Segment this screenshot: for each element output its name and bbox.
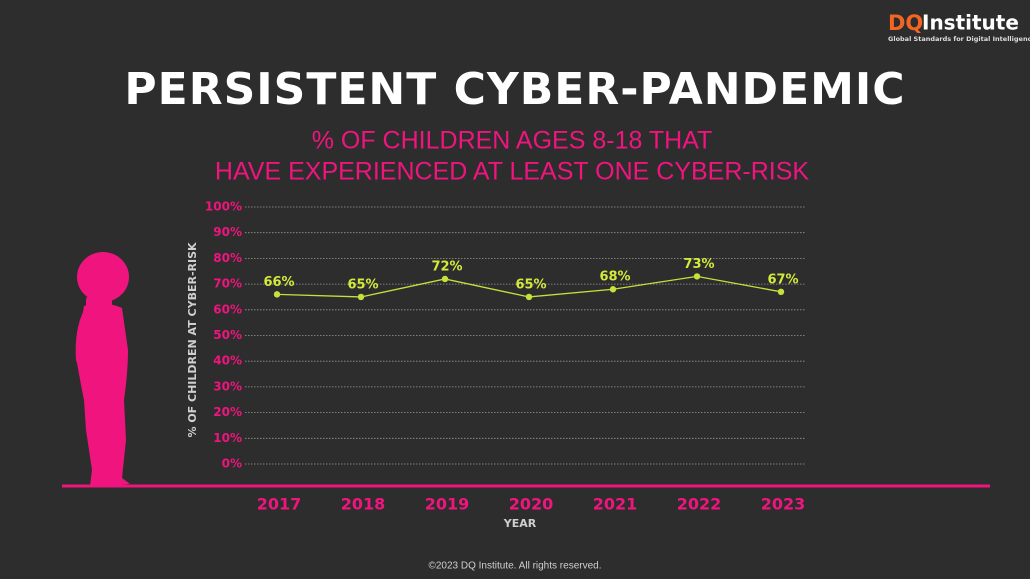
x-tick-label: 2018 (341, 495, 386, 514)
data-label: 72% (431, 259, 462, 274)
chart-title: PERSISTENT CYBER-PANDEMIC (124, 64, 905, 115)
data-point (693, 273, 701, 280)
data-label: 67% (767, 272, 798, 287)
logo-mark: DQ (888, 11, 923, 35)
y-tick-label: 50% (213, 328, 242, 342)
data-label: 66% (263, 275, 294, 290)
data-point (273, 291, 281, 298)
child-silhouette (75, 252, 130, 486)
x-tick-label: 2023 (761, 495, 806, 514)
y-tick-label: 30% (213, 379, 242, 393)
data-point (441, 275, 449, 283)
data-label: 73% (683, 257, 714, 272)
data-label: 68% (599, 270, 630, 285)
data-point (525, 293, 533, 301)
logo: DQ Institute Global Standards for Digita… (888, 11, 1030, 44)
chart-subtitle: % OF CHILDREN AGES 8-18 THAT (312, 127, 713, 155)
y-tick-label: 100% (205, 200, 242, 214)
y-tick-label: 10% (213, 431, 242, 445)
data-point (609, 286, 617, 293)
data-point (777, 288, 785, 296)
y-tick-label: 80% (213, 251, 242, 265)
y-tick-label: 20% (213, 405, 242, 419)
y-tick-label: 0% (222, 457, 242, 471)
data-label: 65% (347, 277, 378, 292)
x-tick-label: 2022 (677, 495, 722, 514)
y-tick-label: 40% (213, 354, 242, 368)
y-tick-label: 90% (213, 225, 242, 239)
x-tick-label: 2017 (257, 495, 302, 514)
footer: ©2023 DQ Institute. All rights reserved. (428, 561, 601, 572)
logo-name: Institute (922, 11, 1019, 35)
data-label: 65% (515, 277, 546, 292)
logo-tagline: Global Standards for Digital Intelligenc… (888, 35, 1030, 43)
y-tick-label: 60% (213, 302, 242, 316)
data-point (357, 293, 365, 301)
y-axis-label: % OF CHILDREN AT CYBER-RISK (186, 242, 199, 438)
x-tick-label: 2020 (509, 495, 554, 514)
chart-subtitle: HAVE EXPERIENCED AT LEAST ONE CYBER-RISK (215, 158, 809, 186)
x-tick-label: 2019 (425, 495, 470, 514)
x-axis-label: YEAR (503, 517, 537, 530)
y-tick-label: 70% (213, 277, 242, 291)
x-tick-label: 2021 (593, 495, 638, 514)
